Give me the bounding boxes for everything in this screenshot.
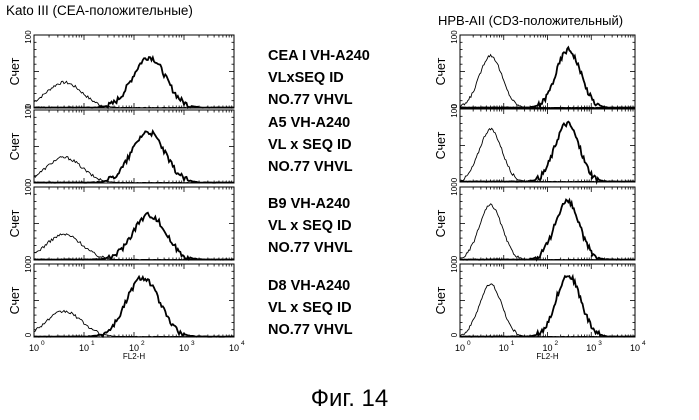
x-tick-label-exponent: 1 — [91, 340, 95, 347]
plot-frame — [460, 187, 635, 260]
x-tick-label: 10 — [79, 343, 89, 353]
negative-control-histogram — [460, 128, 635, 181]
y-tick-label: 100 — [450, 259, 459, 273]
x-tick-label-exponent: 0 — [467, 340, 471, 347]
x-tick-label: 10 — [29, 343, 39, 353]
plot-frame — [460, 109, 635, 182]
antibody-stained-histogram — [34, 131, 234, 183]
plot-frame — [34, 35, 234, 108]
y-axis-label: Счет — [434, 57, 448, 85]
antibody-stained-histogram — [34, 277, 234, 337]
y-tick-label: 100 — [24, 105, 33, 119]
antibody-stained-histogram — [34, 213, 234, 260]
y-tick-label: 100 — [24, 30, 33, 44]
plot-frame — [34, 187, 234, 260]
y-axis-label: Счет — [8, 286, 22, 314]
plot-frame — [34, 264, 234, 337]
negative-control-histogram — [460, 204, 635, 260]
y-axis-label: Счет — [8, 132, 22, 160]
y-tick-label: 100 — [450, 182, 459, 196]
antibody-stained-histogram — [460, 47, 635, 107]
x-tick-label-exponent: 3 — [191, 340, 195, 347]
x-tick-label-exponent: 3 — [598, 340, 602, 347]
x-tick-label: 10 — [586, 343, 596, 353]
y-tick-label: 100 — [24, 182, 33, 196]
x-tick-label-exponent: 0 — [41, 340, 45, 347]
y-axis-label: Счет — [8, 209, 22, 237]
y-tick-label: 100 — [450, 30, 459, 44]
x-tick-label-exponent: 2 — [555, 340, 559, 347]
y-axis-label: Счет — [434, 131, 448, 159]
antibody-stained-histogram — [460, 122, 635, 182]
figure-caption: Фиг. 14 — [0, 385, 699, 413]
x-axis-label: FL2-H — [123, 352, 145, 361]
y-tick-label: 100 — [450, 104, 459, 118]
y-axis-label: Счет — [434, 286, 448, 314]
y-tick-label: 0 — [450, 332, 459, 337]
negative-control-histogram — [460, 55, 635, 108]
antibody-stained-histogram — [460, 276, 635, 337]
x-tick-label: 10 — [630, 343, 640, 353]
negative-control-histogram — [460, 284, 635, 337]
antibody-stained-histogram — [34, 57, 234, 108]
x-tick-label-exponent: 4 — [241, 340, 245, 347]
x-tick-label-exponent: 4 — [642, 340, 646, 347]
y-axis-label: Счет — [8, 57, 22, 85]
x-tick-label: 10 — [179, 343, 189, 353]
y-tick-label: 0 — [450, 177, 459, 182]
x-axis-label: FL2-H — [536, 352, 558, 361]
x-tick-label: 10 — [499, 343, 509, 353]
y-tick-label: 0 — [24, 332, 33, 337]
x-tick-label-exponent: 2 — [141, 340, 145, 347]
x-tick-label-exponent: 1 — [511, 340, 515, 347]
x-tick-label: 10 — [455, 343, 465, 353]
x-tick-label: 10 — [229, 343, 239, 353]
plot-frame — [460, 35, 635, 108]
y-tick-label: 100 — [24, 259, 33, 273]
y-axis-label: Счет — [434, 209, 448, 237]
